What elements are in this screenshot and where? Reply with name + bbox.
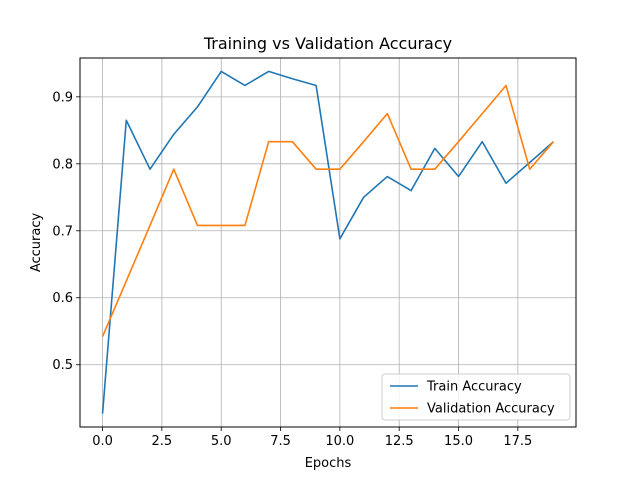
grid [80,58,576,427]
legend-box [381,373,571,421]
series-lines [101,70,555,414]
x-tick-label: 17.5 [503,434,532,449]
legend-label: Validation Accuracy [427,402,555,417]
x-tick-label: 7.5 [270,434,291,449]
legend: Train Accuracy Validation Accuracy [381,373,571,421]
x-tick-label: 10.0 [325,434,354,449]
x-axis-title: Epochs [305,456,352,471]
y-tick-label: 0.6 [52,291,73,306]
x-tick-label: 15.0 [444,434,473,449]
y-tick-label: 0.7 [52,224,73,239]
x-tick-label: 5.0 [211,434,232,449]
chart-title: Training vs Validation Accuracy [203,34,452,53]
y-tick-label: 0.9 [52,90,73,105]
plot-frame [79,57,577,428]
series-line-train [101,70,554,414]
y-axis-title: Accuracy [29,213,44,273]
x-tick-label: 2.5 [152,434,173,449]
y-tick-label: 0.8 [52,157,73,172]
legend-label: Train Accuracy [426,380,522,395]
axis-ticks: 0.0 2.5 5.0 7.5 10.0 12.5 15.0 17.5 0.5 0.6 0.7 0.8… [52,90,532,449]
x-tick-label: 0.0 [92,434,113,449]
series-line-validation [101,84,555,337]
y-tick-label: 0.5 [52,358,73,373]
x-tick-label: 12.5 [385,434,414,449]
